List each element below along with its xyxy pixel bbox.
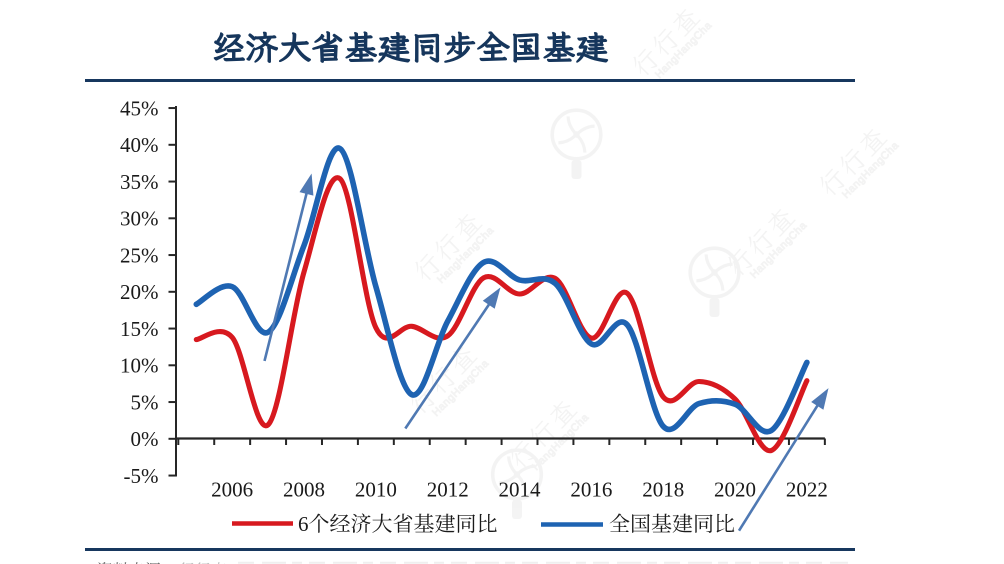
x-tick-label: 2008 xyxy=(283,478,325,502)
y-tick-label: 15% xyxy=(120,317,159,341)
svg-text:HangHangCha: HangHangCha xyxy=(530,411,591,472)
header-rule xyxy=(85,79,855,82)
x-tick-label: 2020 xyxy=(714,478,756,502)
x-tick-label: 2010 xyxy=(355,478,397,502)
arrow-shaft xyxy=(263,189,309,362)
series-line-2 xyxy=(193,145,810,435)
watermark-text: HangHangCha xyxy=(510,401,592,473)
x-tick-label: 2012 xyxy=(427,478,469,502)
x-tick-label: 2018 xyxy=(642,478,684,502)
watermark-text: HangHangCha xyxy=(410,347,492,419)
y-tick-label: 0% xyxy=(131,427,159,451)
svg-text:HangHangCha: HangHangCha xyxy=(840,139,901,200)
arrow-head-icon xyxy=(811,388,829,410)
watermark-text: HangHangCha xyxy=(728,209,810,281)
arrow-head-icon xyxy=(299,173,314,196)
chart-title xyxy=(213,31,609,63)
y-tick-label: 20% xyxy=(120,280,159,304)
y-tick-label: 10% xyxy=(120,354,159,378)
svg-text:HangHangCha: HangHangCha xyxy=(430,357,491,418)
y-tick-label: 5% xyxy=(131,390,159,414)
y-tick-label: 35% xyxy=(120,170,159,194)
x-tick-label: 2022 xyxy=(786,478,828,502)
y-tick-label: 30% xyxy=(120,207,159,231)
svg-text:HangHangCha: HangHangCha xyxy=(748,219,809,280)
x-tick-label: 2014 xyxy=(499,478,542,502)
x-tick-label: 2016 xyxy=(570,478,612,502)
watermark-text: HangHangCha xyxy=(633,9,715,81)
watermark-logo-icon xyxy=(490,448,544,519)
axes xyxy=(168,106,826,477)
svg-text:HangHangCha: HangHangCha xyxy=(653,19,714,80)
y-tick-label: 45% xyxy=(120,96,159,120)
axis-labels: 45% 40% 35% 30% 25% 20% 15% 10% 5% 0% -5% 2006 2008 2… xyxy=(120,96,828,501)
y-tick-label: 40% xyxy=(120,133,159,157)
series-lines xyxy=(193,145,810,454)
footer-rule xyxy=(85,548,855,551)
legend: 6 xyxy=(232,512,735,536)
series-line-1 xyxy=(193,175,810,454)
arrow-shaft xyxy=(404,300,493,430)
watermark-logo-icon xyxy=(550,108,603,179)
watermark-text: HangHangCha xyxy=(820,129,902,201)
y-tick-label: -5% xyxy=(124,464,159,488)
arrow-head-icon xyxy=(482,287,501,309)
annotation-arrows xyxy=(263,173,829,532)
y-tick-label: 25% xyxy=(120,243,159,267)
legend-text-1: 6 xyxy=(298,512,309,536)
watermark-logo-icon xyxy=(688,246,741,317)
arrow-shaft xyxy=(737,401,821,532)
x-tick-label: 2006 xyxy=(211,478,253,502)
